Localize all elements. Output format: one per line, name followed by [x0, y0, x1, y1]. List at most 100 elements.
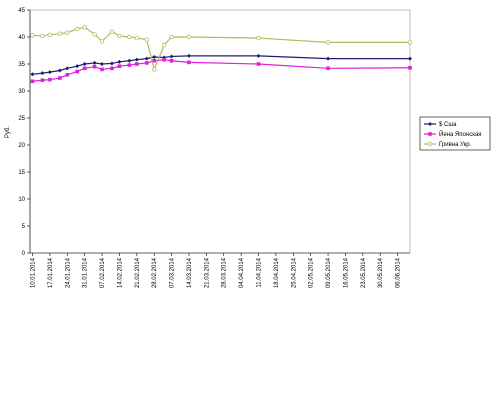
data-point: [82, 62, 87, 66]
x-tick-label: 02.05.2014: [309, 257, 315, 288]
data-point: [134, 57, 139, 62]
x-tick-label: 17.01.2014: [48, 257, 54, 288]
data-point: [186, 34, 192, 40]
data-point: [40, 78, 45, 82]
data-point: [30, 33, 35, 38]
data-point: [169, 58, 174, 63]
data-point: [169, 34, 174, 40]
x-tick-label: 31.01.2014: [83, 257, 89, 288]
data-point: [47, 70, 52, 75]
data-point: [187, 60, 191, 65]
y-tick-label: 20: [18, 143, 25, 149]
data-point: [144, 56, 149, 61]
data-point: [117, 33, 122, 39]
data-point: [92, 60, 97, 65]
x-tick-label: 30.05.2014: [378, 257, 384, 288]
data-point: [162, 57, 166, 62]
data-point: [75, 64, 80, 69]
data-point: [92, 32, 97, 37]
x-tick-label: 04.04.2014: [239, 257, 245, 288]
data-point: [186, 53, 191, 58]
data-point: [428, 132, 432, 136]
data-point: [30, 79, 35, 84]
data-point: [326, 56, 331, 61]
data-point: [75, 69, 79, 74]
x-tick-label: 07.03.2014: [170, 257, 176, 288]
y-tick-label: 0: [22, 251, 26, 257]
data-point: [109, 61, 114, 66]
y-tick-label: 15: [18, 170, 25, 176]
data-point: [65, 66, 70, 71]
data-point: [427, 141, 433, 147]
data-point: [144, 37, 149, 42]
x-tick-label: 16.05.2014: [343, 257, 349, 288]
data-point: [74, 26, 80, 32]
data-point: [408, 65, 412, 70]
y-tick-label: 30: [18, 89, 25, 95]
data-point: [127, 63, 132, 67]
data-point: [144, 61, 149, 65]
x-tick-label: 24.01.2014: [65, 257, 71, 288]
data-point: [100, 67, 104, 72]
data-point: [407, 40, 413, 45]
legend-label: Йена Японская: [439, 130, 482, 138]
x-tick-label: 23.05.2014: [361, 257, 367, 288]
data-point: [109, 29, 115, 34]
data-point: [152, 54, 157, 59]
x-tick-label: 09.05.2014: [326, 257, 332, 288]
data-point: [134, 35, 139, 41]
x-tick-label: 28.02.2014: [152, 257, 158, 288]
x-tick-label: 21.03.2014: [204, 257, 210, 288]
data-point: [256, 62, 261, 66]
data-point: [117, 64, 122, 68]
legend-label: Гривна Укр.: [439, 142, 472, 148]
data-point: [134, 62, 139, 66]
x-tick-label: 21.02.2014: [135, 257, 141, 288]
data-point: [152, 58, 156, 63]
y-tick-label: 35: [18, 62, 25, 68]
x-tick-label: 28.03.2014: [222, 257, 228, 288]
data-point: [169, 54, 174, 59]
y-tick-label: 5: [22, 224, 26, 230]
data-point: [151, 67, 157, 72]
data-point: [127, 34, 132, 40]
data-point: [256, 53, 261, 58]
data-point: [47, 32, 53, 38]
x-tick-label: 07.02.2014: [100, 257, 106, 288]
data-point: [326, 66, 330, 71]
data-point: [408, 56, 412, 61]
legend-label: $ Сша: [439, 122, 457, 128]
x-tick-label: 14.03.2014: [187, 257, 193, 288]
y-tick-label: 10: [18, 197, 25, 203]
data-point: [48, 77, 52, 82]
data-point: [256, 35, 261, 41]
data-point: [82, 66, 87, 71]
data-point: [40, 33, 45, 39]
plot-area: [29, 9, 411, 254]
data-point: [110, 66, 114, 71]
series-line: [32, 55, 410, 75]
x-tick-label: 14.02.2014: [117, 257, 123, 288]
x-tick-label: 25.04.2014: [291, 257, 297, 288]
data-point: [92, 64, 97, 69]
data-point: [100, 62, 105, 66]
data-point: [65, 73, 70, 77]
data-point: [58, 76, 62, 80]
data-point: [99, 39, 105, 44]
data-point: [82, 25, 87, 30]
y-tick-label: 45: [18, 8, 25, 14]
data-point: [65, 30, 70, 35]
data-point: [325, 40, 331, 45]
data-point: [30, 72, 35, 77]
x-tick-label: 06.06.2014: [396, 257, 402, 288]
y-tick-label: 40: [18, 35, 25, 41]
data-point: [117, 59, 122, 64]
y-axis-label: Руб.: [5, 126, 11, 139]
x-tick-label: 18.04.2014: [274, 257, 280, 288]
data-point: [40, 71, 45, 76]
data-point: [57, 31, 63, 36]
x-tick-label: 11.04.2014: [256, 257, 262, 287]
data-point: [57, 68, 62, 73]
data-point: [161, 42, 167, 48]
